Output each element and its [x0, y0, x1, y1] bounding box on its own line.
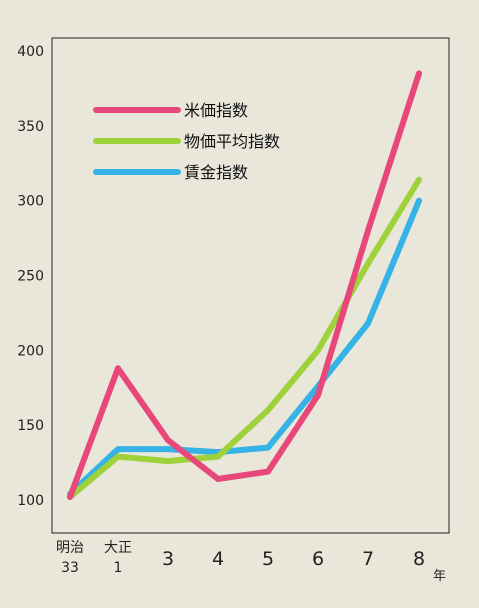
y-tick-label: 400: [17, 44, 44, 60]
y-tick-label: 350: [17, 119, 44, 135]
y-tick-label: 250: [17, 269, 44, 285]
x-tick-label: 1: [114, 560, 123, 576]
legend-label: 米価指数: [184, 101, 248, 120]
x-axis-unit: 年: [433, 569, 446, 584]
series-line: [67, 70, 422, 500]
y-tick-label: 200: [17, 343, 44, 359]
legend-label: 物価平均指数: [184, 132, 280, 151]
y-tick-label: 300: [17, 194, 44, 210]
x-tick-label: 8: [413, 548, 425, 570]
x-tick-era-label: 大正: [104, 540, 132, 556]
x-tick-era-label: 明治: [56, 540, 84, 556]
series-line: [67, 197, 422, 497]
y-tick-label: 150: [17, 418, 44, 434]
x-tick-label: 3: [162, 548, 174, 570]
x-tick-label: 7: [362, 548, 374, 570]
legend-label: 賃金指数: [184, 163, 248, 182]
x-tick-label: 6: [312, 548, 324, 570]
series-line: [67, 176, 422, 500]
x-tick-label: 5: [262, 548, 274, 570]
plot-border: [51, 37, 450, 534]
x-tick-label: 33: [61, 560, 79, 576]
y-tick-label: 100: [17, 493, 44, 509]
x-tick-label: 4: [212, 548, 224, 570]
